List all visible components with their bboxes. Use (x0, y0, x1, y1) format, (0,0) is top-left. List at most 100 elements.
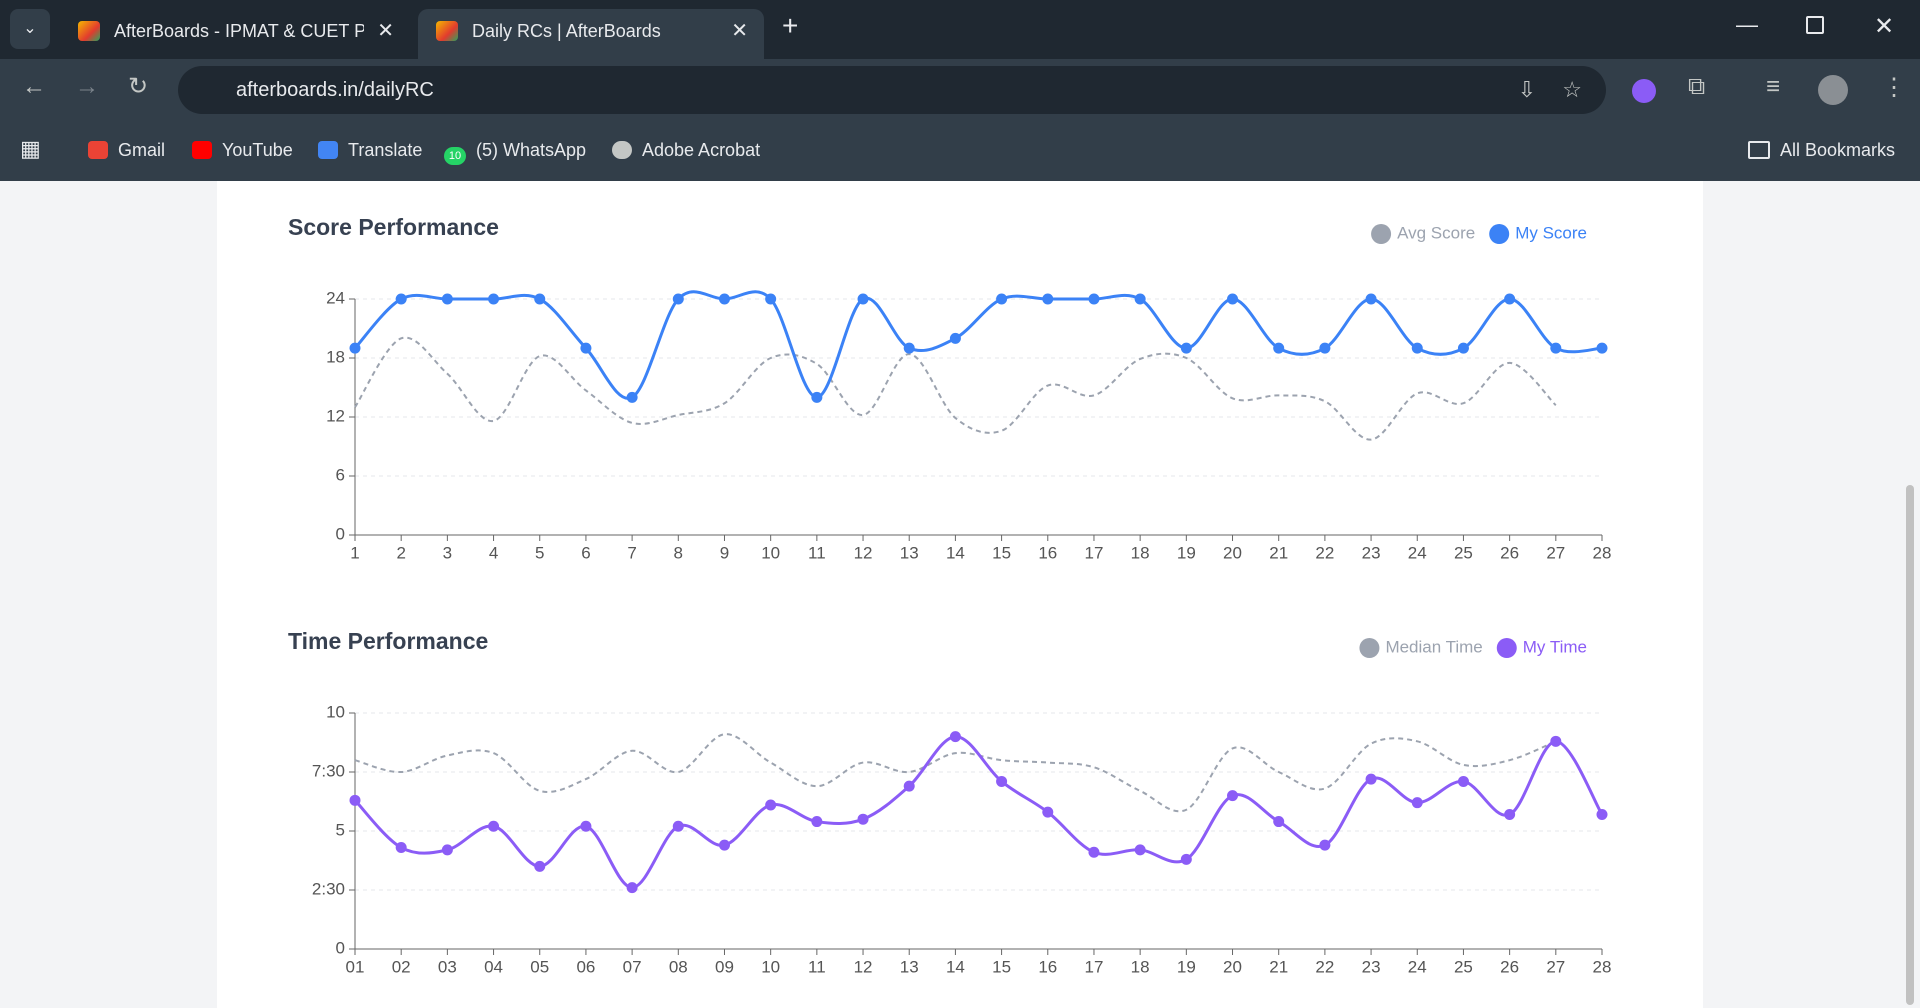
point (349, 794, 361, 806)
legend-label: My Time (1523, 637, 1587, 656)
series-line (354, 733, 1557, 813)
x-tick-label: 28 (1593, 957, 1612, 976)
scrollbar[interactable] (1906, 485, 1914, 1005)
new-tab[interactable]: + (782, 10, 799, 41)
point (996, 775, 1008, 787)
point (1504, 808, 1516, 820)
tab-strip: ⌄ AfterBoards - IPMAT & CUET Pr ✕ Daily … (0, 0, 1920, 59)
bookmark-label: Gmail (118, 140, 166, 160)
legend-swatch (1371, 224, 1392, 244)
x-tick-label: 22 (1315, 957, 1334, 976)
x-tick-label: 04 (484, 957, 503, 976)
point (949, 731, 961, 743)
minimize[interactable]: — (1736, 12, 1758, 37)
apps[interactable]: ▦ (20, 136, 41, 161)
x-tick-label: 17 (1085, 957, 1104, 976)
chart-title: Time Performance (288, 628, 488, 654)
bookmark[interactable]: Gmail (88, 140, 165, 161)
x-tick-label: 21 (1269, 543, 1288, 562)
point (1411, 797, 1423, 809)
tab-title: AfterBoards - IPMAT & CUET Pr (114, 21, 364, 41)
extensions[interactable]: ⧉ (1688, 73, 1706, 100)
point (857, 813, 869, 825)
x-tick-label: 22 (1315, 543, 1334, 562)
x-tick-label: 10 (761, 957, 780, 976)
bookmark-star[interactable]: ☆ (1562, 77, 1582, 102)
point (765, 799, 777, 811)
back[interactable]: ← (22, 73, 46, 100)
x-tick-label: 12 (854, 543, 873, 562)
x-tick-label: 28 (1593, 543, 1612, 562)
x-tick-label: 16 (1038, 543, 1057, 562)
point (580, 342, 592, 354)
x-tick-label: 25 (1454, 957, 1473, 976)
x-tick-label: 11 (808, 543, 826, 562)
point (1273, 342, 1285, 354)
content-panel (217, 181, 1703, 1008)
x-tick-label: 21 (1269, 957, 1288, 976)
point (903, 342, 915, 354)
reload[interactable]: ↻ (128, 73, 149, 100)
bookmark[interactable]: 10 (5) WhatsApp (444, 140, 586, 165)
y-tick-label: 12 (326, 406, 345, 425)
y-tick-label: 10 (326, 702, 345, 721)
point (1088, 846, 1100, 858)
bookmark[interactable]: Translate (318, 140, 422, 161)
forward[interactable]: → (75, 73, 99, 100)
menu[interactable]: ⋮ (1882, 74, 1906, 101)
y-tick-label: 5 (336, 820, 345, 839)
point (1411, 342, 1423, 354)
tab-close[interactable]: ✕ (377, 20, 394, 42)
point (626, 882, 638, 894)
profile[interactable] (1818, 75, 1848, 105)
point (534, 293, 546, 305)
x-tick-label: 4 (489, 543, 498, 562)
close-window[interactable]: ✕ (1874, 13, 1895, 40)
tab-active[interactable]: Daily RCs | AfterBoards ✕ (418, 9, 764, 59)
point (1504, 293, 1516, 305)
bookmark[interactable]: YouTube (192, 140, 293, 161)
address-bar[interactable]: afterboards.in/dailyRC ⇩ ☆ (178, 66, 1606, 114)
url: afterboards.in/dailyRC (236, 79, 434, 101)
x-tick-label: 18 (1131, 957, 1150, 976)
point (1457, 342, 1469, 354)
bookmark-label: Adobe Acrobat (642, 140, 761, 160)
point (903, 780, 915, 792)
x-tick-label: 25 (1454, 543, 1473, 562)
restore[interactable] (1806, 16, 1824, 34)
x-tick-label: 08 (669, 957, 688, 976)
all-bookmarks[interactable]: All Bookmarks (1748, 140, 1895, 161)
tab-close[interactable]: ✕ (731, 20, 748, 42)
point (1042, 806, 1054, 818)
x-tick-label: 10 (761, 543, 780, 562)
point (1180, 853, 1192, 865)
x-tick-label: 1 (350, 543, 359, 562)
x-tick-label: 14 (946, 543, 965, 562)
x-tick-label: 09 (715, 957, 734, 976)
legend-label: My Score (1515, 223, 1587, 242)
point (672, 293, 684, 305)
legend-swatch (1359, 638, 1380, 658)
tab[interactable]: AfterBoards - IPMAT & CUET Pr ✕ (60, 9, 410, 59)
series-line (353, 735, 1604, 890)
bookmarks-bar: ▦ Gmail YouTube Translate 10 (5) WhatsApp… (0, 122, 1920, 181)
bookmark-label: All Bookmarks (1780, 140, 1896, 160)
point (1365, 293, 1377, 305)
point (718, 839, 730, 851)
point (1596, 342, 1608, 354)
install[interactable]: ⇩ (1517, 77, 1536, 102)
point (1227, 790, 1239, 802)
x-tick-label: 26 (1500, 957, 1519, 976)
bookmark[interactable]: Adobe Acrobat (612, 140, 760, 161)
extension[interactable] (1632, 79, 1656, 103)
point (580, 820, 592, 832)
point (1273, 816, 1285, 828)
x-tick-label: 20 (1223, 543, 1242, 562)
x-tick-label: 17 (1085, 543, 1104, 562)
tab-search[interactable]: ⌄ (10, 9, 50, 49)
y-tick-label: 0 (336, 938, 345, 957)
media[interactable]: ≡ (1766, 73, 1781, 100)
x-tick-label: 6 (581, 543, 590, 562)
